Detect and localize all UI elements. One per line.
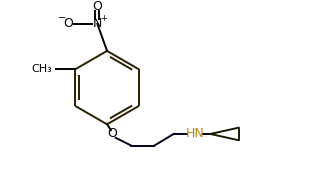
Text: O: O bbox=[63, 17, 73, 30]
Text: +: + bbox=[100, 14, 107, 23]
Text: −: − bbox=[58, 13, 66, 23]
Text: O: O bbox=[107, 127, 117, 140]
Text: N: N bbox=[93, 17, 102, 30]
Text: O: O bbox=[92, 0, 102, 13]
Text: CH₃: CH₃ bbox=[31, 64, 52, 74]
Text: HN: HN bbox=[186, 127, 204, 140]
